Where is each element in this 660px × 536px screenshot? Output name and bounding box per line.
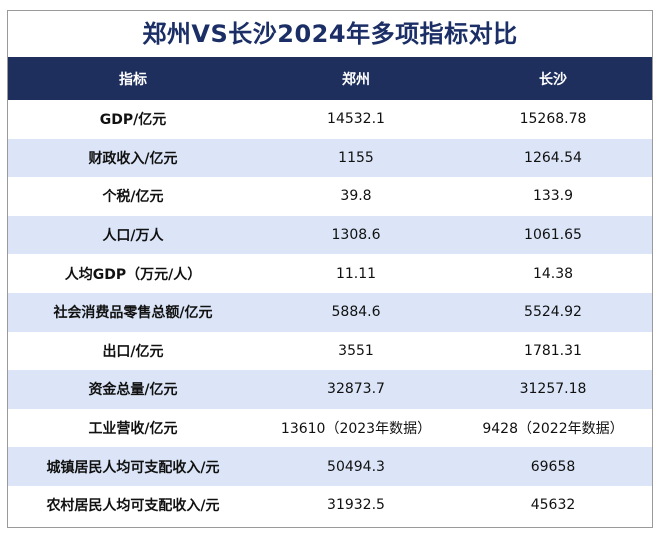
changsha-value: 1061.65 — [454, 215, 652, 255]
zhengzhou-value: 1155 — [258, 138, 454, 178]
table-row: 社会消费品零售总额/亿元 5884.6 5524.92 — [8, 292, 652, 332]
changsha-value: 15268.78 — [454, 100, 652, 139]
table-row: 资金总量/亿元 32873.7 31257.18 — [8, 370, 652, 409]
table-row: 人口/万人 1308.6 1061.65 — [8, 215, 652, 255]
page-title: 郑州VS长沙2024年多项指标对比 — [142, 20, 518, 48]
changsha-value: 1264.54 — [454, 138, 652, 178]
table-row: 出口/亿元 3551 1781.31 — [8, 331, 652, 371]
table-row: GDP/亿元 14532.1 15268.78 — [8, 100, 652, 139]
table-row: 农村居民人均可支配收入/元 31932.5 45632 — [8, 485, 652, 525]
zhengzhou-value: 13610（2023年数据） — [258, 408, 454, 448]
table-row: 工业营收/亿元 13610（2023年数据） 9428（2022年数据） — [8, 408, 652, 448]
zhengzhou-value: 50494.3 — [258, 447, 454, 486]
header-changsha: 长沙 — [454, 57, 652, 100]
table-body: GDP/亿元 14532.1 15268.78 财政收入/亿元 1155 126… — [8, 100, 652, 525]
changsha-value: 9428（2022年数据） — [454, 408, 652, 448]
zhengzhou-value: 31932.5 — [258, 485, 454, 525]
row-label: 人均GDP（万元/人） — [8, 254, 258, 293]
row-label: GDP/亿元 — [8, 100, 258, 139]
row-label: 社会消费品零售总额/亿元 — [8, 292, 258, 332]
row-label: 人口/万人 — [8, 215, 258, 255]
header-indicator: 指标 — [8, 57, 258, 100]
row-label: 资金总量/亿元 — [8, 370, 258, 409]
changsha-value: 45632 — [454, 485, 652, 525]
table-row: 城镇居民人均可支配收入/元 50494.3 69658 — [8, 447, 652, 486]
table-row: 财政收入/亿元 1155 1264.54 — [8, 138, 652, 178]
header-zhengzhou: 郑州 — [258, 57, 454, 100]
changsha-value: 1781.31 — [454, 331, 652, 371]
changsha-value: 14.38 — [454, 254, 652, 293]
row-label: 出口/亿元 — [8, 331, 258, 371]
changsha-value: 5524.92 — [454, 292, 652, 332]
comparison-panel: 郑州VS长沙2024年多项指标对比 指标 郑州 长沙 GDP/亿元 14532.… — [7, 10, 653, 528]
zhengzhou-value: 1308.6 — [258, 215, 454, 255]
changsha-value: 133.9 — [454, 177, 652, 216]
header-row: 指标 郑州 长沙 — [8, 57, 652, 100]
table-row: 人均GDP（万元/人） 11.11 14.38 — [8, 254, 652, 293]
changsha-value: 31257.18 — [454, 370, 652, 409]
zhengzhou-value: 39.8 — [258, 177, 454, 216]
zhengzhou-value: 5884.6 — [258, 292, 454, 332]
changsha-value: 69658 — [454, 447, 652, 486]
zhengzhou-value: 3551 — [258, 331, 454, 371]
zhengzhou-value: 14532.1 — [258, 100, 454, 139]
row-label: 工业营收/亿元 — [8, 408, 258, 448]
row-label: 个税/亿元 — [8, 177, 258, 216]
zhengzhou-value: 32873.7 — [258, 370, 454, 409]
table-row: 个税/亿元 39.8 133.9 — [8, 177, 652, 216]
comparison-table: 指标 郑州 长沙 GDP/亿元 14532.1 15268.78 财政收入/亿元… — [8, 57, 652, 525]
row-label: 农村居民人均可支配收入/元 — [8, 485, 258, 525]
zhengzhou-value: 11.11 — [258, 254, 454, 293]
row-label: 财政收入/亿元 — [8, 138, 258, 178]
table-header: 指标 郑州 长沙 — [8, 57, 652, 100]
row-label: 城镇居民人均可支配收入/元 — [8, 447, 258, 486]
